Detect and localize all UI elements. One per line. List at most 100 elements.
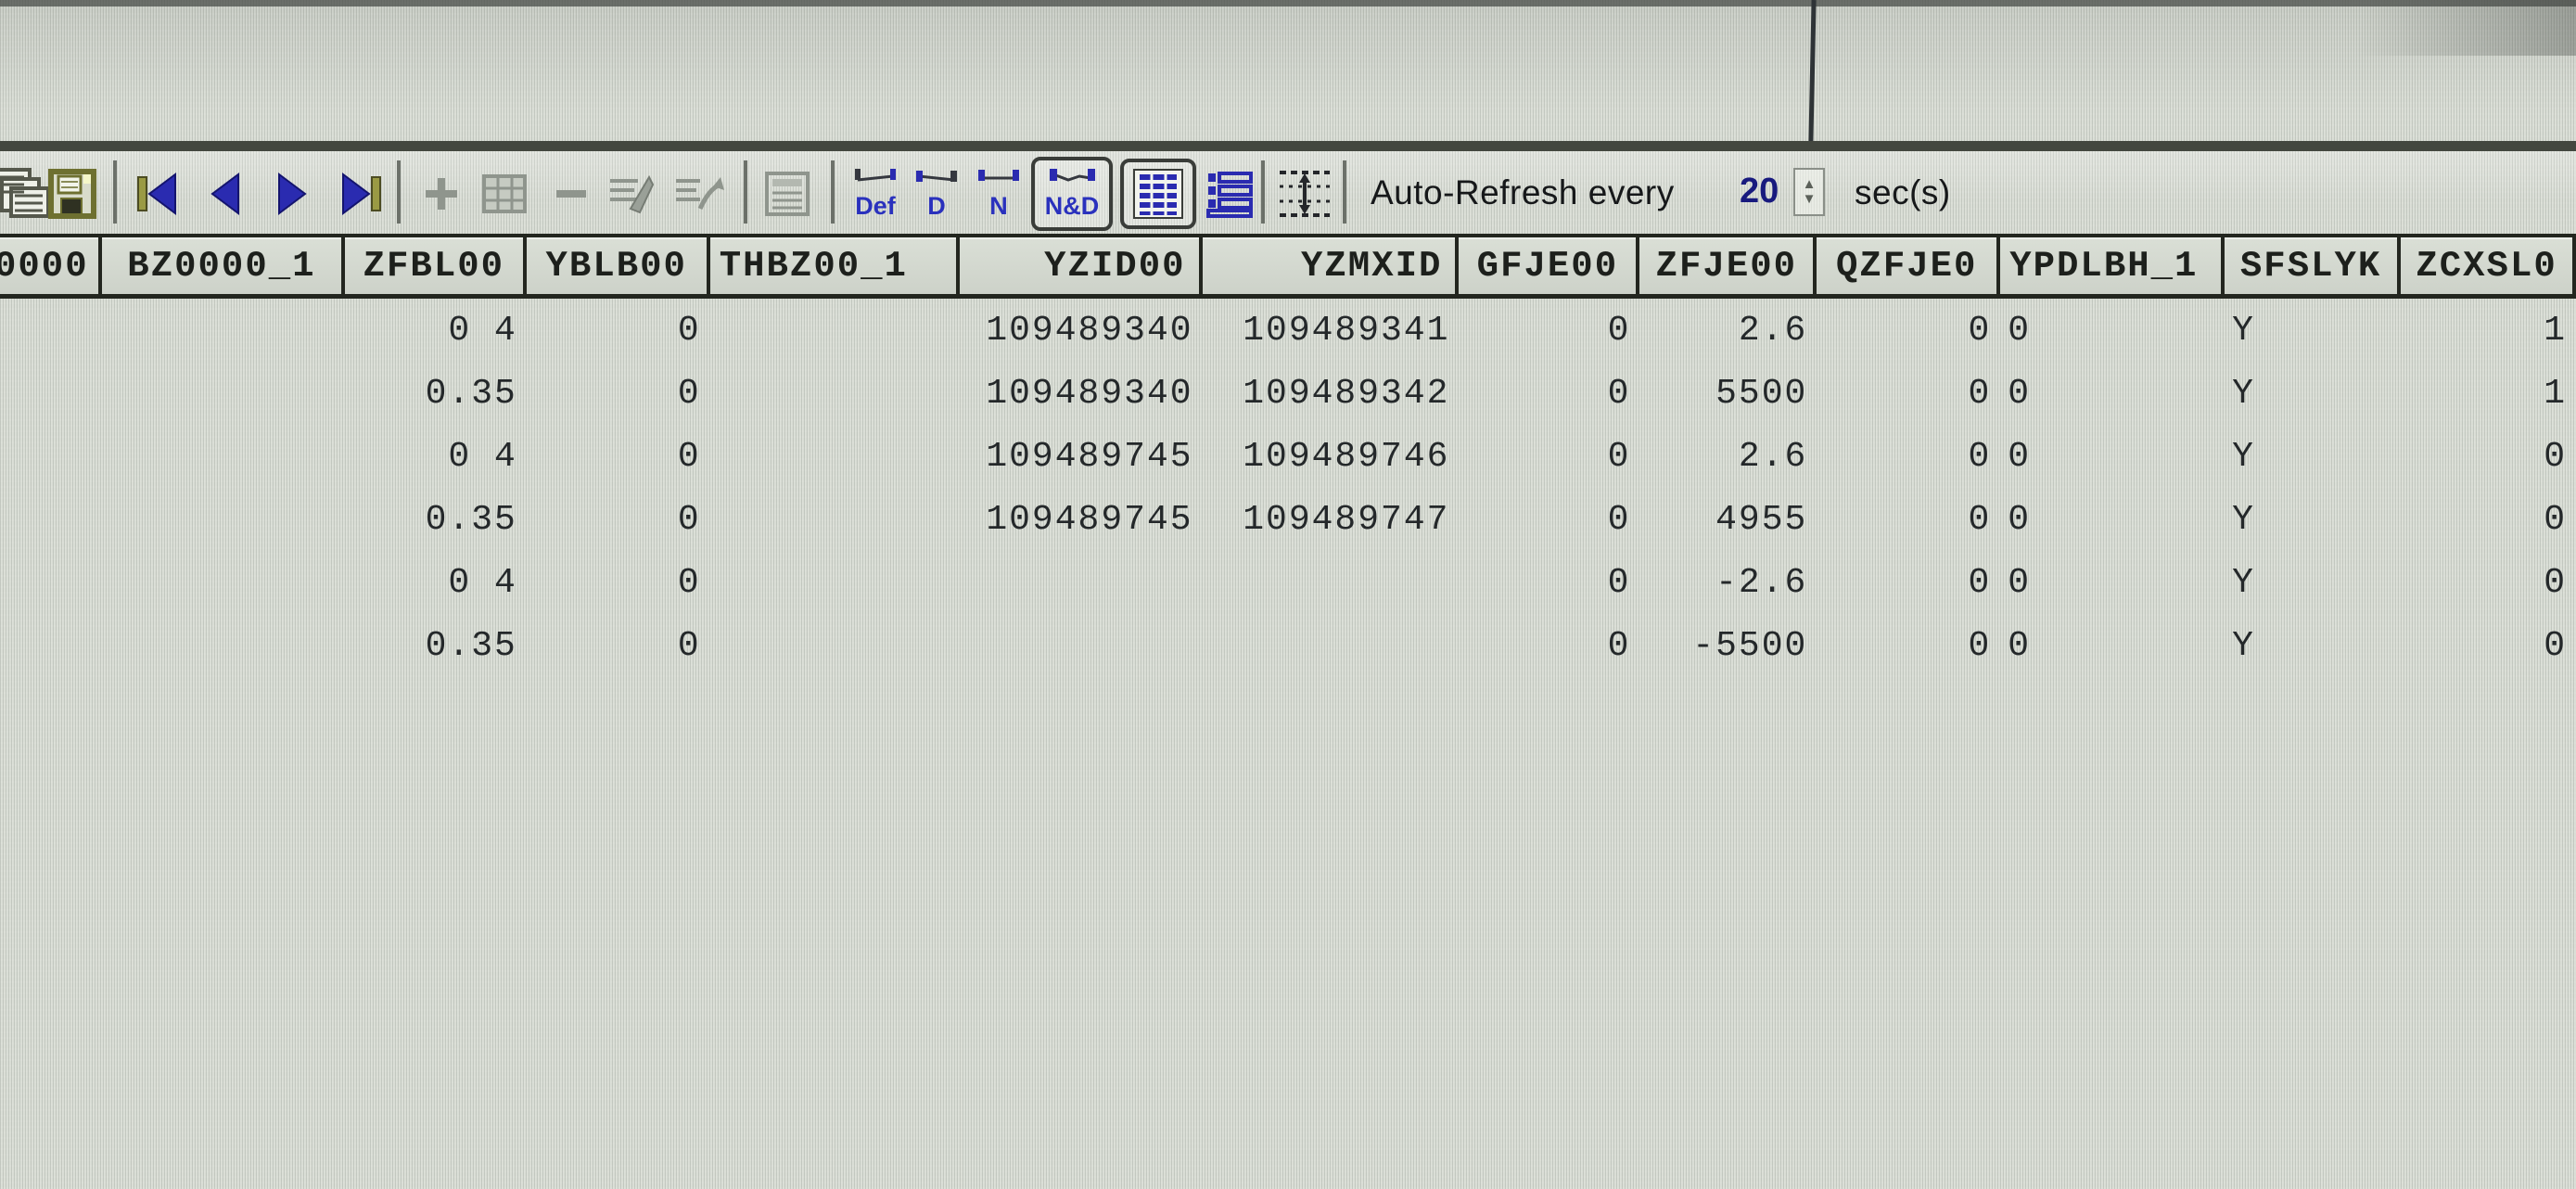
column-header[interactable]: THBZ00_1 — [710, 237, 960, 294]
table-cell[interactable]: 1 — [2544, 373, 2568, 414]
table-cell[interactable] — [710, 488, 960, 551]
column-header[interactable]: YBLB00 — [527, 237, 710, 294]
table-row[interactable]: 0.35 0 0 -5500 0 0 Y 0 — [0, 614, 2576, 677]
fit-rows-button[interactable] — [1276, 164, 1333, 224]
table-cell[interactable] — [0, 362, 102, 425]
column-header[interactable]: BZ0000_1 — [102, 237, 345, 294]
table-row[interactable]: 0 4 0 109489340 109489341 0 2.6 0 0 Y 1 — [0, 299, 2576, 362]
table-cell[interactable]: 109489747 — [1243, 499, 1450, 540]
table-cell[interactable]: Y — [2232, 310, 2255, 351]
table-cell[interactable]: 109489745 — [986, 436, 1193, 477]
table-cell[interactable]: 0 — [2544, 499, 2568, 540]
auto-refresh-value[interactable]: 20 — [1740, 172, 1779, 211]
table-cell[interactable]: 109489746 — [1243, 436, 1450, 477]
first-record-button[interactable] — [134, 164, 182, 224]
table-cell[interactable]: 0 4 — [448, 562, 517, 603]
table-cell[interactable]: 0 — [677, 373, 701, 414]
table-cell[interactable]: 109489340 — [986, 310, 1193, 351]
table-cell[interactable]: 0 — [2008, 373, 2032, 414]
next-record-button[interactable] — [269, 164, 317, 224]
table-cell[interactable]: Y — [2232, 373, 2255, 414]
table-cell[interactable]: 4955 — [1715, 499, 1808, 540]
table-cell[interactable] — [0, 614, 102, 677]
column-header[interactable]: GFJE00 — [1459, 237, 1640, 294]
table-cell[interactable]: 0.35 — [425, 625, 517, 666]
table-cell[interactable]: 0.35 — [425, 499, 517, 540]
table-cell[interactable]: 2.6 — [1738, 436, 1808, 477]
table-cell[interactable] — [1203, 614, 1460, 677]
table-cell[interactable]: 0 — [1968, 562, 1992, 603]
table-cell[interactable]: 109489340 — [986, 373, 1193, 414]
table-row[interactable]: 0.35 0 109489745 109489747 0 4955 0 0 Y 0 — [0, 488, 2576, 551]
table-cell[interactable]: 0 4 — [448, 310, 517, 351]
mode-default-button[interactable]: Def — [842, 157, 909, 231]
column-header[interactable]: SFSLYK — [2225, 237, 2402, 294]
column-header[interactable]: YPDLBH_1 — [2000, 237, 2225, 294]
table-cell[interactable]: 0 — [677, 436, 701, 477]
table-cell[interactable]: 0 — [1968, 373, 1992, 414]
table-cell[interactable]: 0 — [2544, 625, 2568, 666]
table-row[interactable]: 0 4 0 109489745 109489746 0 2.6 0 0 Y 0 — [0, 425, 2576, 488]
table-cell[interactable]: 0 — [2008, 436, 2032, 477]
column-header[interactable]: ZFJE00 — [1639, 237, 1817, 294]
print-button[interactable] — [0, 164, 56, 224]
table-cell[interactable] — [102, 425, 345, 488]
define-grid-button[interactable] — [760, 164, 814, 224]
table-cell[interactable] — [960, 614, 1203, 677]
cancel-edit-button[interactable] — [670, 164, 727, 224]
table-cell[interactable] — [0, 425, 102, 488]
table-cell[interactable]: 0 — [2008, 310, 2032, 351]
prior-record-button[interactable] — [200, 164, 249, 224]
table-cell[interactable]: 0 4 — [448, 436, 517, 477]
column-header[interactable]: 0000 — [0, 237, 102, 294]
table-cell[interactable]: 0 — [1607, 310, 1631, 351]
table-cell[interactable]: 109489342 — [1243, 373, 1450, 414]
table-cell[interactable] — [102, 551, 345, 614]
table-cell[interactable]: 0 — [677, 499, 701, 540]
table-cell[interactable]: 0 — [2008, 625, 2032, 666]
column-header[interactable]: YZID00 — [960, 237, 1203, 294]
spin-down-icon[interactable]: ▼ — [1802, 191, 1817, 207]
table-cell[interactable] — [102, 299, 345, 362]
column-header[interactable]: YZMXID — [1203, 237, 1460, 294]
table-cell[interactable]: Y — [2232, 436, 2255, 477]
last-record-button[interactable] — [336, 164, 386, 224]
grid-view-button[interactable] — [1120, 159, 1196, 229]
table-cell[interactable] — [0, 551, 102, 614]
table-cell[interactable]: 109489341 — [1243, 310, 1450, 351]
table-cell[interactable] — [710, 362, 960, 425]
table-cell[interactable]: 109489745 — [986, 499, 1193, 540]
table-cell[interactable]: Y — [2232, 625, 2255, 666]
table-cell[interactable] — [710, 425, 960, 488]
table-cell[interactable]: 0 — [1968, 499, 1992, 540]
mode-n-button[interactable]: N — [970, 157, 1027, 231]
table-cell[interactable]: 0 — [677, 625, 701, 666]
post-edit-button[interactable] — [605, 164, 657, 224]
mode-nd-button[interactable]: N&D — [1031, 157, 1113, 231]
table-cell[interactable]: 0 — [1968, 436, 1992, 477]
save-button[interactable] — [48, 164, 96, 224]
table-row[interactable]: 0.35 0 109489340 109489342 0 5500 0 0 Y 1 — [0, 362, 2576, 425]
table-cell[interactable] — [710, 299, 960, 362]
table-cell[interactable] — [1203, 551, 1460, 614]
table-cell[interactable] — [0, 299, 102, 362]
table-cell[interactable]: 0 — [1968, 310, 1992, 351]
table-cell[interactable]: 0 — [1607, 562, 1631, 603]
column-header[interactable]: ZCXSL0 — [2401, 237, 2576, 294]
table-cell[interactable]: 0 — [677, 310, 701, 351]
table-cell[interactable] — [102, 488, 345, 551]
table-cell[interactable]: 0.35 — [425, 373, 517, 414]
mode-d-button[interactable]: D — [912, 157, 961, 231]
table-cell[interactable]: -5500 — [1692, 625, 1808, 666]
table-cell[interactable] — [102, 362, 345, 425]
table-cell[interactable]: -2.6 — [1715, 562, 1808, 603]
spin-up-icon[interactable]: ▲ — [1802, 176, 1817, 192]
table-cell[interactable]: 0 — [2544, 562, 2568, 603]
table-cell[interactable]: 0 — [1607, 499, 1631, 540]
table-cell[interactable]: 0 — [1607, 373, 1631, 414]
table-cell[interactable]: 0 — [1968, 625, 1992, 666]
table-cell[interactable]: Y — [2232, 499, 2255, 540]
auto-refresh-spinner[interactable]: ▲ ▼ — [1793, 168, 1825, 216]
table-cell[interactable]: 0 — [1607, 625, 1631, 666]
column-header[interactable]: QZFJE0 — [1817, 237, 2001, 294]
